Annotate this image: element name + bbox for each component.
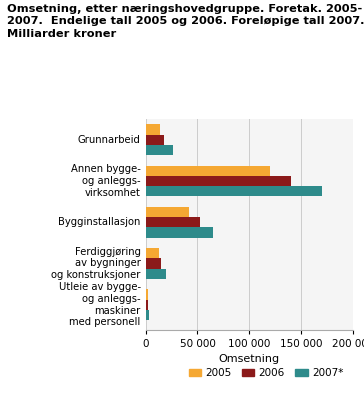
Bar [146,166,270,176]
Bar [146,227,213,238]
Bar [146,310,149,320]
Bar [146,145,173,155]
Legend: 2005, 2006, 2007*: 2005, 2006, 2007* [185,364,348,382]
Text: Omsetning, etter næringshovedgruppe. Foretak. 2005-
2007.  Endelige tall 2005 og: Omsetning, etter næringshovedgruppe. For… [7,4,364,39]
Bar [146,176,291,186]
Bar [146,248,159,258]
Bar [146,135,164,145]
Bar [146,124,160,135]
Bar [146,217,199,227]
Bar [146,207,189,217]
Bar [146,269,166,279]
Bar [146,289,148,300]
Bar [146,258,161,269]
Bar [146,300,148,310]
X-axis label: Omsetning: Omsetning [219,354,280,364]
Bar [146,186,322,197]
